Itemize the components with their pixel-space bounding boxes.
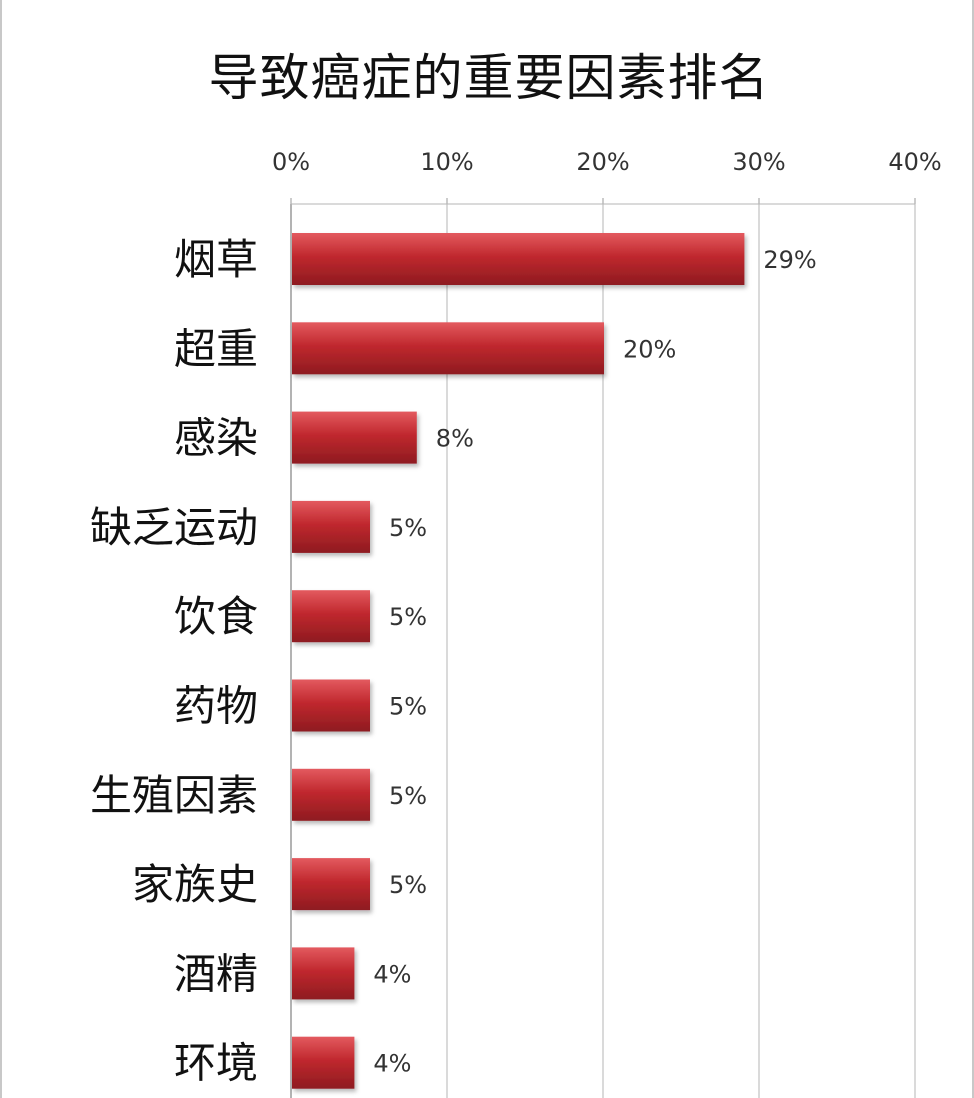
category-label: 缺乏运动 (90, 503, 258, 552)
bar (292, 590, 370, 643)
bar (292, 947, 355, 1000)
data-label: 5% (389, 514, 427, 542)
bar (292, 411, 417, 464)
data-label: 5% (389, 603, 427, 631)
x-tick-label: 0% (272, 148, 310, 176)
category-label: 药物 (174, 682, 258, 731)
data-label: 20% (623, 335, 676, 363)
x-tick-label: 40% (888, 148, 941, 176)
data-label: 5% (389, 782, 427, 810)
category-label: 烟草 (174, 235, 258, 284)
bar (292, 768, 370, 821)
category-label: 超重 (174, 324, 258, 373)
data-label: 5% (389, 693, 427, 721)
data-label: 8% (436, 425, 474, 453)
x-tick-label: 30% (732, 148, 785, 176)
bar (292, 500, 370, 553)
data-label: 29% (763, 246, 816, 274)
x-axis-ticks: 0% 10% 20% 30% 40% (272, 148, 942, 205)
bar (292, 858, 370, 911)
category-label: 感染 (174, 414, 258, 463)
bar (292, 233, 745, 285)
data-label: 4% (373, 960, 411, 988)
x-tick-label: 10% (420, 148, 473, 176)
category-label: 酒精 (174, 949, 258, 998)
data-label: 4% (373, 1050, 411, 1078)
chart-title: 导致癌症的重要因素排名 (208, 49, 770, 107)
category-label: 饮食 (174, 592, 258, 641)
bar (292, 679, 370, 732)
category-label: 家族史 (132, 860, 258, 909)
data-label: 5% (389, 871, 427, 899)
bar (292, 1036, 355, 1089)
bars (292, 233, 745, 1089)
category-label: 环境 (174, 1039, 258, 1088)
category-label: 生殖因素 (90, 771, 258, 820)
bar (292, 322, 604, 375)
x-tick-label: 20% (576, 148, 629, 176)
data-labels: 29% 20% 8% 5% 5% 5% 5% 5% 4% 4% (373, 246, 816, 1078)
